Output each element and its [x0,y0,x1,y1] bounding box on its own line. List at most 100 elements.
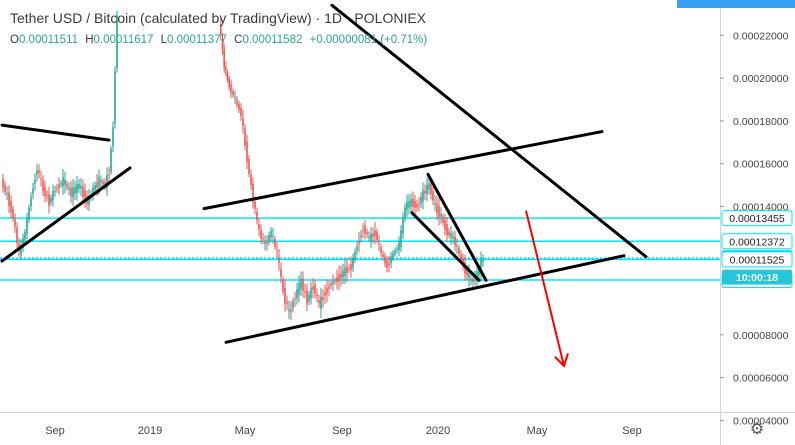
candle-body [460,254,462,259]
long-descending-line[interactable] [330,3,648,259]
candle-body [221,38,224,49]
candle-body [476,271,478,281]
candle-body [72,187,74,198]
y-tick-label: 0.00004000 [733,415,789,427]
candle-body [300,278,302,290]
wedge-left-line[interactable] [410,211,481,282]
candle-body [60,183,62,185]
ohlc-open-key: O [10,34,19,46]
wedge-right-line[interactable] [426,172,488,282]
early-upper-line[interactable] [0,123,111,142]
x-tick-label: Sep [622,425,642,437]
candle-body [240,107,242,116]
candle-body [100,180,102,183]
candle-body [436,203,438,214]
candle-body [362,230,364,232]
candle-body [320,296,322,310]
candle-body [352,257,354,268]
candle-body [306,291,308,304]
level-price-tag[interactable] [721,251,793,268]
candle-body [390,256,392,264]
candle-body [14,219,16,228]
lower-channel-line[interactable] [224,254,626,344]
candle-body [58,184,60,188]
ohlc-high-key: H [85,34,94,46]
candle-body [270,231,272,238]
candle-body [246,141,248,163]
candle-body [80,185,82,189]
candle-body [12,209,14,218]
candle-body [360,235,362,238]
candle-body [68,188,70,190]
candle-body [410,199,412,207]
candle-body [468,273,470,279]
candle-body [456,245,458,247]
x-tick-label: May [527,425,548,437]
projection-arrow-head[interactable] [554,353,569,368]
candle-body [28,207,30,221]
candle-body [310,288,312,299]
candle-body [292,301,294,309]
candle-body [358,240,360,244]
y-tick-label: 0.00006000 [733,373,789,385]
candle-body [272,235,274,237]
candle-body [402,217,404,234]
level-price-tag[interactable] [721,210,793,227]
candle-body [442,216,444,223]
ohlc-open-value: 0.00011511 [18,34,79,46]
candle-body [454,236,456,246]
candle-body [223,48,225,68]
candle-body [356,246,358,251]
candle-body [440,214,442,217]
candle-body [386,260,388,268]
level-price-label: 0.00013455 [729,213,785,225]
candle-body [342,270,344,278]
projection-arrow-shaft[interactable] [525,210,565,367]
candle-body [22,237,24,248]
x-tick-label: Sep [332,425,352,437]
upper-channel-line[interactable] [202,130,604,211]
candle-body [308,294,310,302]
candle-body [88,195,90,205]
candle-body [434,202,436,204]
candle-body [70,187,72,197]
ohlc-low-key: L [160,34,168,46]
candle-body [368,236,370,238]
candle-body [236,99,238,105]
candle-body [422,190,424,202]
candle-body [38,169,40,174]
candle-body [76,183,78,193]
candle-body [10,200,12,213]
candle-body [66,183,68,188]
candle-body [50,197,52,203]
candle-body [318,300,320,304]
x-tick-label: Sep [45,425,65,437]
candle-body [438,206,440,218]
x-tick-label: 2020 [426,425,450,437]
candle-body [482,259,484,262]
early-rising-line[interactable] [0,166,132,263]
ohlc-readout: O0.00011511 H0.00011617 L0.00011377 C0.0… [10,34,427,46]
candle-body [4,184,6,192]
candle-body [332,280,334,285]
candle-body [268,235,270,242]
candle-body [262,238,264,240]
candle-body [304,290,306,292]
ohlc-high-value: 0.00011617 [93,34,154,46]
candle-body [452,236,454,239]
level-price-tag[interactable] [721,233,793,250]
candle-body [284,287,286,304]
candle-body [280,268,282,277]
toolbar-strip[interactable] [677,0,795,8]
ohlc-close-value: 0.00011582 [242,34,303,46]
candle-body [458,248,460,254]
candle-body [94,185,96,191]
candle-body [380,247,382,253]
settings-gear-icon[interactable]: ⚙ [750,419,764,438]
candle-body [424,190,426,194]
candle-body [348,268,350,270]
candle-body [254,201,256,209]
level-price-label: 0.00012372 [729,236,785,248]
